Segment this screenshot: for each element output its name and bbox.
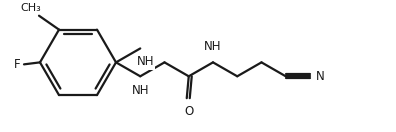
- Text: F: F: [14, 58, 20, 71]
- Text: NH: NH: [137, 55, 154, 68]
- Text: NH: NH: [131, 84, 149, 97]
- Text: NH: NH: [204, 40, 222, 53]
- Text: O: O: [184, 105, 193, 118]
- Text: CH₃: CH₃: [21, 3, 41, 13]
- Text: N: N: [316, 70, 324, 83]
